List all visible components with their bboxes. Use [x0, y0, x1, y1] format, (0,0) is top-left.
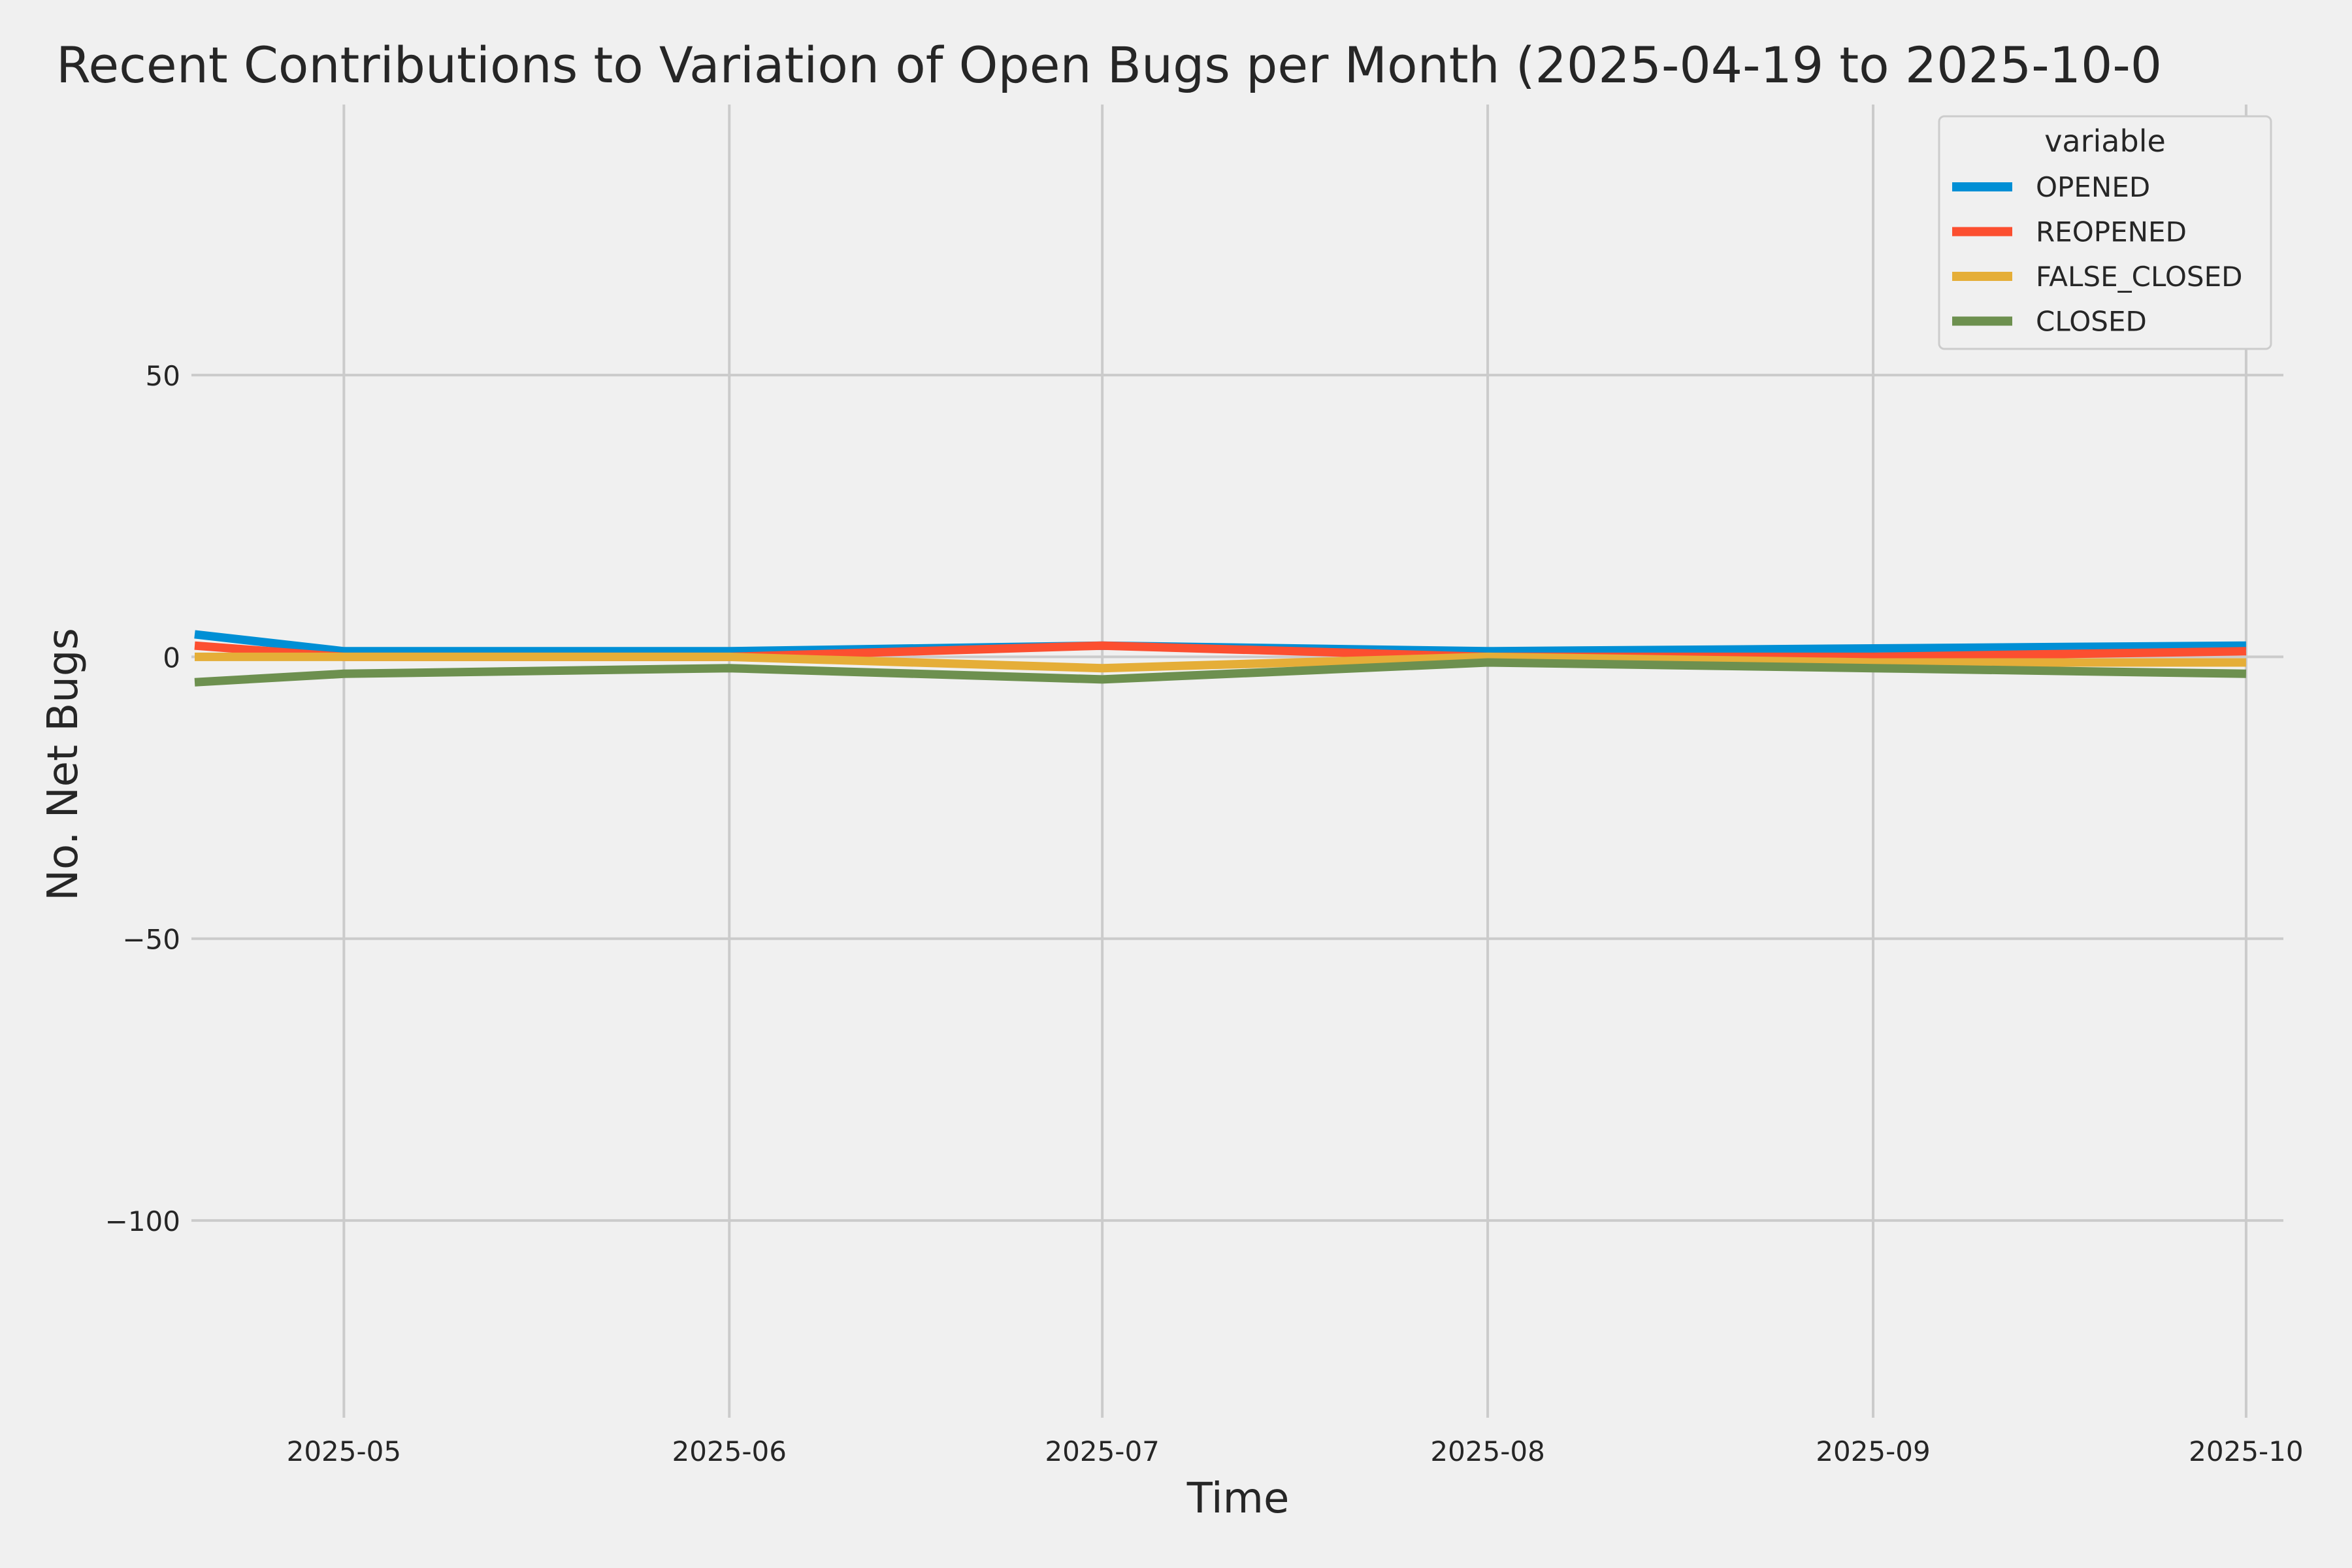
x-tick-label: 2025-07: [1045, 1435, 1160, 1467]
y-tick-label: 50: [146, 360, 180, 392]
legend-label: CLOSED: [2036, 306, 2147, 338]
legend-label: FALSE_CLOSED: [2036, 261, 2242, 293]
legend-title: variable: [2044, 123, 2166, 159]
x-axis-label: Time: [1186, 1475, 1290, 1523]
tick-labels: 50 0 −50 −100 2025-05 2025-06 2025-07 2025-08 20…: [105, 360, 2304, 1467]
y-axis-label: No. Net Bugs: [39, 628, 88, 901]
series-line-false-closed: [195, 652, 2246, 673]
series-line-closed: [194, 658, 2246, 687]
x-tick-label: 2025-06: [672, 1435, 787, 1467]
x-tick-label: 2025-08: [1430, 1435, 1545, 1467]
legend-box: [1938, 115, 2272, 350]
x-tick-label: 2025-09: [1816, 1435, 1931, 1467]
x-tick-label: 2025-10: [2189, 1435, 2304, 1467]
legend-label: REOPENED: [2036, 216, 2187, 248]
y-tick-label: −100: [105, 1205, 180, 1237]
grid: [191, 105, 2283, 1418]
x-tick-label: 2025-05: [287, 1435, 402, 1467]
chart-title: Recent Contributions to Variation of Ope…: [56, 36, 2162, 94]
legend: variable OPENED REOPENED FALSE_CLOSED CLOSE…: [1938, 115, 2272, 350]
y-tick-label: 0: [163, 642, 180, 674]
legend-label: OPENED: [2036, 171, 2150, 203]
legend-items: OPENED REOPENED FALSE_CLOSED CLOSED: [1952, 171, 2242, 338]
series-lines: [194, 630, 2246, 687]
y-tick-label: −50: [122, 924, 180, 956]
